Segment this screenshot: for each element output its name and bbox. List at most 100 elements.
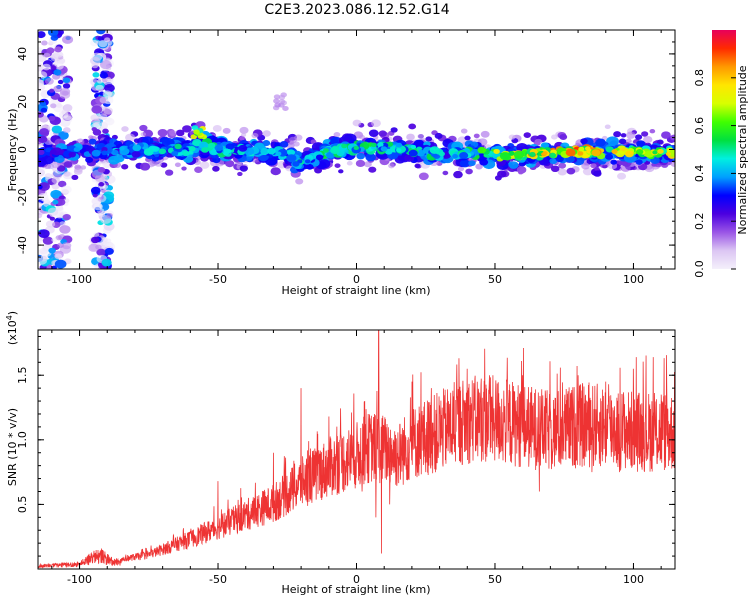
- spectrogram-cell: [62, 127, 71, 134]
- snr-x-label: Height of straight line (km): [281, 583, 430, 596]
- spectrogram-cell: [199, 161, 210, 169]
- colorbar: 0.0 0.2 0.4 0.6 0.8 Normalized spectral ampl…: [693, 30, 749, 278]
- spectrogram-cell: [99, 212, 106, 217]
- spectrogram-cell: [76, 138, 85, 145]
- spectrogram-cell: [54, 259, 67, 269]
- x-tick-label: 50: [488, 273, 502, 286]
- spectrogram-cell: [49, 88, 55, 93]
- spectrogram-cell: [652, 150, 658, 155]
- spectrogram-cell: [38, 176, 42, 182]
- spectrogram-cell: [565, 148, 576, 157]
- spectrogram-cell: [140, 132, 147, 137]
- spectrogram-panel: -100 -50 0 50 100 -40 -20 0 20 40 Height of stra…: [6, 29, 676, 297]
- spectrogram-cell: [44, 173, 53, 180]
- spectrogram-cell: [460, 128, 468, 134]
- spectrogram-cell: [582, 167, 594, 176]
- spectrogram-cell: [50, 35, 59, 41]
- spectrogram-cell: [356, 152, 365, 160]
- spectrogram-cell: [101, 146, 108, 152]
- spectrogram-y-label: Frequency (Hz): [6, 109, 19, 192]
- spectrogram-cell: [239, 165, 248, 172]
- spectrogram-cell: [267, 147, 276, 155]
- spectrogram-cell: [38, 255, 48, 265]
- spectrogram-cell: [59, 221, 66, 227]
- spectrogram-cell: [38, 111, 44, 118]
- spectrogram-cell: [251, 132, 259, 139]
- spectrogram-cell: [508, 151, 515, 156]
- spectrogram-cell: [97, 166, 106, 173]
- spectrogram-cell: [406, 133, 415, 141]
- spectrogram-cell: [198, 141, 209, 149]
- spectrogram-cell: [51, 265, 57, 269]
- spectrogram-cell: [52, 199, 59, 205]
- spectrogram-cell: [418, 172, 429, 181]
- spectrogram-cell: [442, 170, 449, 176]
- spectrogram-cell: [333, 131, 341, 138]
- spectrogram-cell: [38, 157, 47, 167]
- spectrogram-cell: [464, 135, 471, 141]
- spectrogram-cell: [604, 124, 611, 130]
- spectrogram-cell: [56, 103, 63, 108]
- spectrogram-cell: [508, 134, 516, 140]
- spectrogram-cell: [49, 149, 57, 155]
- spectrogram-cell: [39, 247, 48, 255]
- spectrogram-cell: [352, 119, 362, 127]
- spectrogram-cell: [102, 90, 113, 98]
- spectrogram-cell: [132, 144, 142, 152]
- spectrogram-cell: [396, 148, 402, 153]
- spectrogram-cell: [222, 127, 231, 134]
- spectrogram-cell: [286, 154, 297, 163]
- spectrogram-cell: [602, 135, 608, 141]
- spectrogram-cell: [51, 176, 60, 184]
- spectrogram-cell: [158, 148, 167, 155]
- spectrogram-cell: [555, 155, 564, 163]
- spectrogram-cell: [273, 94, 281, 100]
- spectrogram-cell: [282, 105, 289, 111]
- spectrogram-cell: [188, 146, 196, 152]
- spectrogram-cell: [151, 146, 160, 152]
- figure-title: C2E3.2023.086.12.52.G14: [264, 2, 449, 18]
- snr-y-scale-factor: (x104): [5, 311, 19, 345]
- spectrogram-cell: [550, 165, 560, 173]
- spectrogram-cell: [61, 115, 73, 124]
- spectrogram-cell: [602, 164, 608, 169]
- spectrogram-cell: [278, 99, 286, 105]
- spectrogram-cell: [610, 159, 618, 165]
- spectrogram-cell: [494, 175, 502, 181]
- y-tick-label: 0.5: [16, 496, 29, 514]
- spectrogram-cell: [377, 142, 384, 148]
- spectrogram-cell: [48, 247, 56, 254]
- x-tick-label: -50: [209, 273, 227, 286]
- x-tick-label: -100: [67, 273, 92, 286]
- spectrogram-cell: [96, 194, 107, 203]
- spectrogram-cell: [38, 54, 46, 63]
- spectrogram-cell: [38, 201, 43, 208]
- spectrogram-x-axis: -100 -50 0 50 100: [51, 30, 662, 286]
- spectrogram-cell: [62, 35, 74, 44]
- snr-panel: -100 -50 0 50 100 0.5 1.0 1.5 Height of straig…: [5, 311, 676, 596]
- spectrogram-cell: [49, 216, 55, 221]
- spectrogram-cell: [649, 129, 656, 134]
- x-tick-label: -100: [67, 573, 92, 586]
- snr-y-label: SNR (10 * v/v): [6, 408, 19, 486]
- spectrogram-cell: [330, 146, 340, 155]
- spectrogram-cell: [59, 90, 71, 99]
- spectrogram-cell: [286, 149, 296, 156]
- spectrogram-cell: [238, 144, 248, 152]
- spectrogram-y-axis: -40 -20 0 20 40: [16, 29, 675, 270]
- spectrogram-cell: [38, 229, 50, 239]
- spectrogram-cell: [96, 248, 106, 256]
- spectrogram-cell: [51, 161, 61, 169]
- spectrogram-cell: [99, 72, 109, 79]
- spectrogram-cell: [549, 157, 558, 165]
- spectrogram-cell: [577, 151, 584, 156]
- spectrogram-cell: [272, 105, 280, 111]
- spectrogram-cell: [657, 148, 664, 154]
- spectrogram-cell: [42, 197, 50, 204]
- spectrogram-cell: [108, 155, 120, 165]
- spectrogram-cell: [92, 72, 100, 78]
- spectrogram-cell: [51, 237, 58, 243]
- spectrogram-cell: [38, 168, 45, 177]
- spectrogram-cell: [102, 176, 109, 182]
